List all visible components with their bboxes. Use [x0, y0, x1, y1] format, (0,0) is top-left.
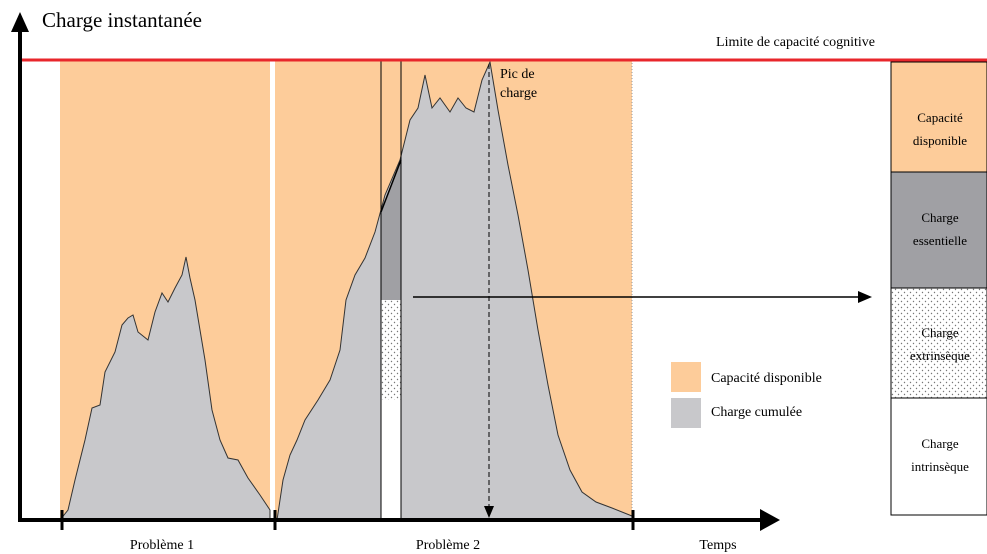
breakdown-label: intrinsèque — [911, 459, 969, 474]
breakdown-label: Charge — [921, 210, 959, 225]
load-curve — [58, 256, 271, 521]
column-top — [380, 159, 402, 213]
legend-swatch — [671, 362, 701, 392]
breakdown-box — [890, 171, 987, 289]
breakdown-label: Charge — [921, 325, 959, 340]
limit-label: Limite de capacité cognitive — [716, 35, 875, 50]
segment-label: Problème 1 — [130, 538, 194, 553]
y-axis-label: Charge instantanée — [42, 8, 202, 32]
breakdown-label: disponible — [913, 133, 967, 148]
breakdown-label: Charge — [921, 436, 959, 451]
legend-label: Charge cumulée — [711, 405, 802, 420]
load-curve — [276, 60, 633, 521]
segment-label: Problème 2 — [416, 538, 480, 553]
legend-label: Capacité disponible — [711, 371, 822, 386]
peak-label: charge — [500, 86, 537, 101]
arrow-head — [484, 506, 494, 518]
breakdown-label: extrinsèque — [910, 348, 970, 363]
arrow-head — [11, 12, 29, 32]
intrinsic-slice — [381, 400, 401, 520]
essential-slice — [381, 160, 401, 300]
breakdown-box — [890, 397, 987, 516]
arrow-head — [858, 291, 872, 303]
legend-swatch — [671, 398, 701, 428]
extraneous-slice — [381, 300, 401, 400]
arrow-head — [760, 509, 780, 531]
breakdown-box — [890, 287, 987, 399]
breakdown-label: essentielle — [913, 233, 967, 248]
breakdown-box — [890, 61, 987, 173]
x-axis-label: Temps — [699, 538, 736, 553]
peak-label: Pic de — [500, 67, 535, 82]
breakdown-label: Capacité — [917, 110, 963, 125]
